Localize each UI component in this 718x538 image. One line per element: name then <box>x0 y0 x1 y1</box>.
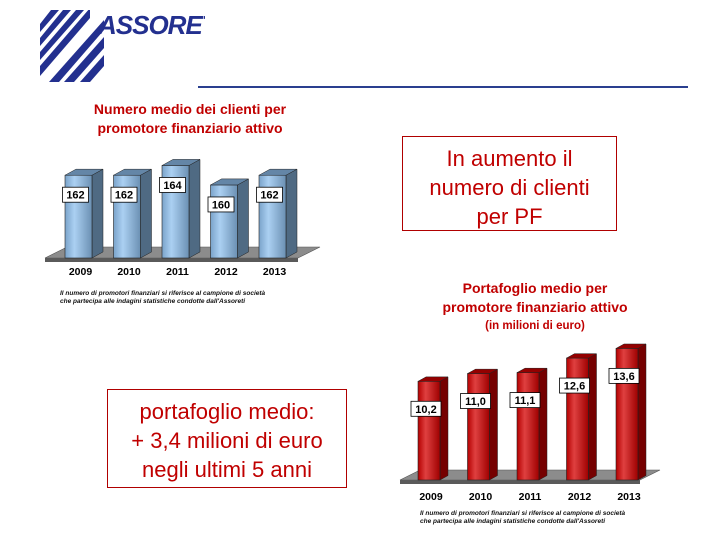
portfolio-subtitle: (in milioni di euro) <box>485 320 585 332</box>
assoreti-logo: ASSORETI <box>40 10 205 82</box>
clients-footnote-line2: che partecipa alle indagini statistiche … <box>60 298 246 305</box>
portfolio-footnote-line1: Il numero di promotori finanziari si rif… <box>420 510 626 517</box>
portfolio-title-line2: promotore finanziario attivo <box>442 299 628 315</box>
data-label: 12,6 <box>564 381 585 393</box>
header-divider <box>198 86 688 88</box>
bar-top <box>615 343 647 349</box>
data-label-box <box>110 186 138 203</box>
bar-side <box>188 159 201 259</box>
data-label: 11,0 <box>465 396 486 408</box>
portfolio-callout-line3: negli ultimi 5 anni <box>142 457 312 482</box>
portfolio-footnote: Il numero di promotori finanziari si rif… <box>420 510 660 526</box>
bar <box>467 373 490 481</box>
bar-top <box>64 168 104 176</box>
clients-footnote: Il numero di promotori finanziari si rif… <box>60 290 300 306</box>
data-label-box <box>410 400 442 417</box>
portfolio-callout-line2: + 3,4 milioni di euro <box>131 428 323 453</box>
logo-wordmark: ASSORETI <box>97 10 205 40</box>
portfolio-title-line1: Portafoglio medio per <box>462 280 608 296</box>
data-label: 10,2 <box>415 404 436 416</box>
data-label: 160 <box>212 199 230 211</box>
data-label: 13,6 <box>613 371 634 383</box>
bar-side <box>538 367 548 481</box>
data-label-box <box>559 377 590 394</box>
data-label-box <box>509 392 541 408</box>
clients-chart-title: Numero medio dei clienti per promotore f… <box>40 100 340 138</box>
bar-side <box>91 168 104 259</box>
x-tick-label: 2011 <box>519 491 542 503</box>
bar-top <box>516 367 548 373</box>
bar-side <box>140 168 152 259</box>
bar <box>566 357 589 481</box>
increase-callout-line2: numero di clienti <box>429 175 590 200</box>
increase-callout-line3: per PF <box>476 204 543 229</box>
increase-callout-line1: In aumento il <box>446 146 573 171</box>
bar-side <box>285 168 298 259</box>
bar-side <box>588 353 597 481</box>
x-tick-label: 2010 <box>469 491 493 503</box>
data-label: 162 <box>115 190 133 202</box>
data-label-box <box>207 196 235 213</box>
data-label-box <box>62 186 89 203</box>
x-tick-label: 2010 <box>117 266 141 278</box>
bar-side <box>439 376 449 481</box>
chart-floor-edge <box>45 258 298 262</box>
data-label: 11,1 <box>515 395 536 407</box>
bar <box>210 184 238 259</box>
portfolio-footnote-line2: che partecipa alle indagini statistiche … <box>420 518 606 525</box>
clients-title-line2: promotore finanziario attivo <box>97 120 283 136</box>
clients-footnote-line1: Il numero di promotori finanziari si rif… <box>60 290 266 297</box>
x-tick-label: 2009 <box>419 491 443 503</box>
bar <box>417 380 441 481</box>
portfolio-callout: portafoglio medio: + 3,4 milioni di euro… <box>107 389 347 488</box>
bar-top <box>417 376 449 382</box>
portfolio-callout-line1: portafoglio medio: <box>139 399 315 424</box>
x-tick-label: 2013 <box>617 491 641 503</box>
data-label: 162 <box>66 190 84 202</box>
data-label-box <box>460 393 491 409</box>
bar-side <box>637 343 647 481</box>
x-tick-label: 2011 <box>166 266 189 278</box>
chart-floor-edge <box>400 480 640 484</box>
portfolio-chart-title: Portafoglio medio per promotore finanzia… <box>400 279 670 336</box>
bar-top <box>467 368 498 374</box>
data-label-box <box>608 367 640 384</box>
data-label-box <box>256 186 283 203</box>
x-tick-label: 2009 <box>69 266 93 278</box>
bar-top <box>210 178 249 186</box>
x-tick-label: 2013 <box>263 266 287 278</box>
bar-top <box>258 168 298 176</box>
bar <box>516 372 540 481</box>
bar-side <box>489 368 498 481</box>
clients-title-line1: Numero medio dei clienti per <box>93 101 287 117</box>
data-label-box <box>159 177 186 193</box>
x-tick-label: 2012 <box>214 266 238 278</box>
data-label: 164 <box>163 180 182 192</box>
data-label: 162 <box>260 190 278 202</box>
x-tick-label: 2012 <box>568 491 592 503</box>
bar-side <box>237 178 249 259</box>
increase-callout: In aumento il numero di clienti per PF <box>402 136 617 231</box>
bar-top <box>113 168 152 176</box>
bar-top <box>161 159 201 166</box>
bar-top <box>566 353 597 359</box>
